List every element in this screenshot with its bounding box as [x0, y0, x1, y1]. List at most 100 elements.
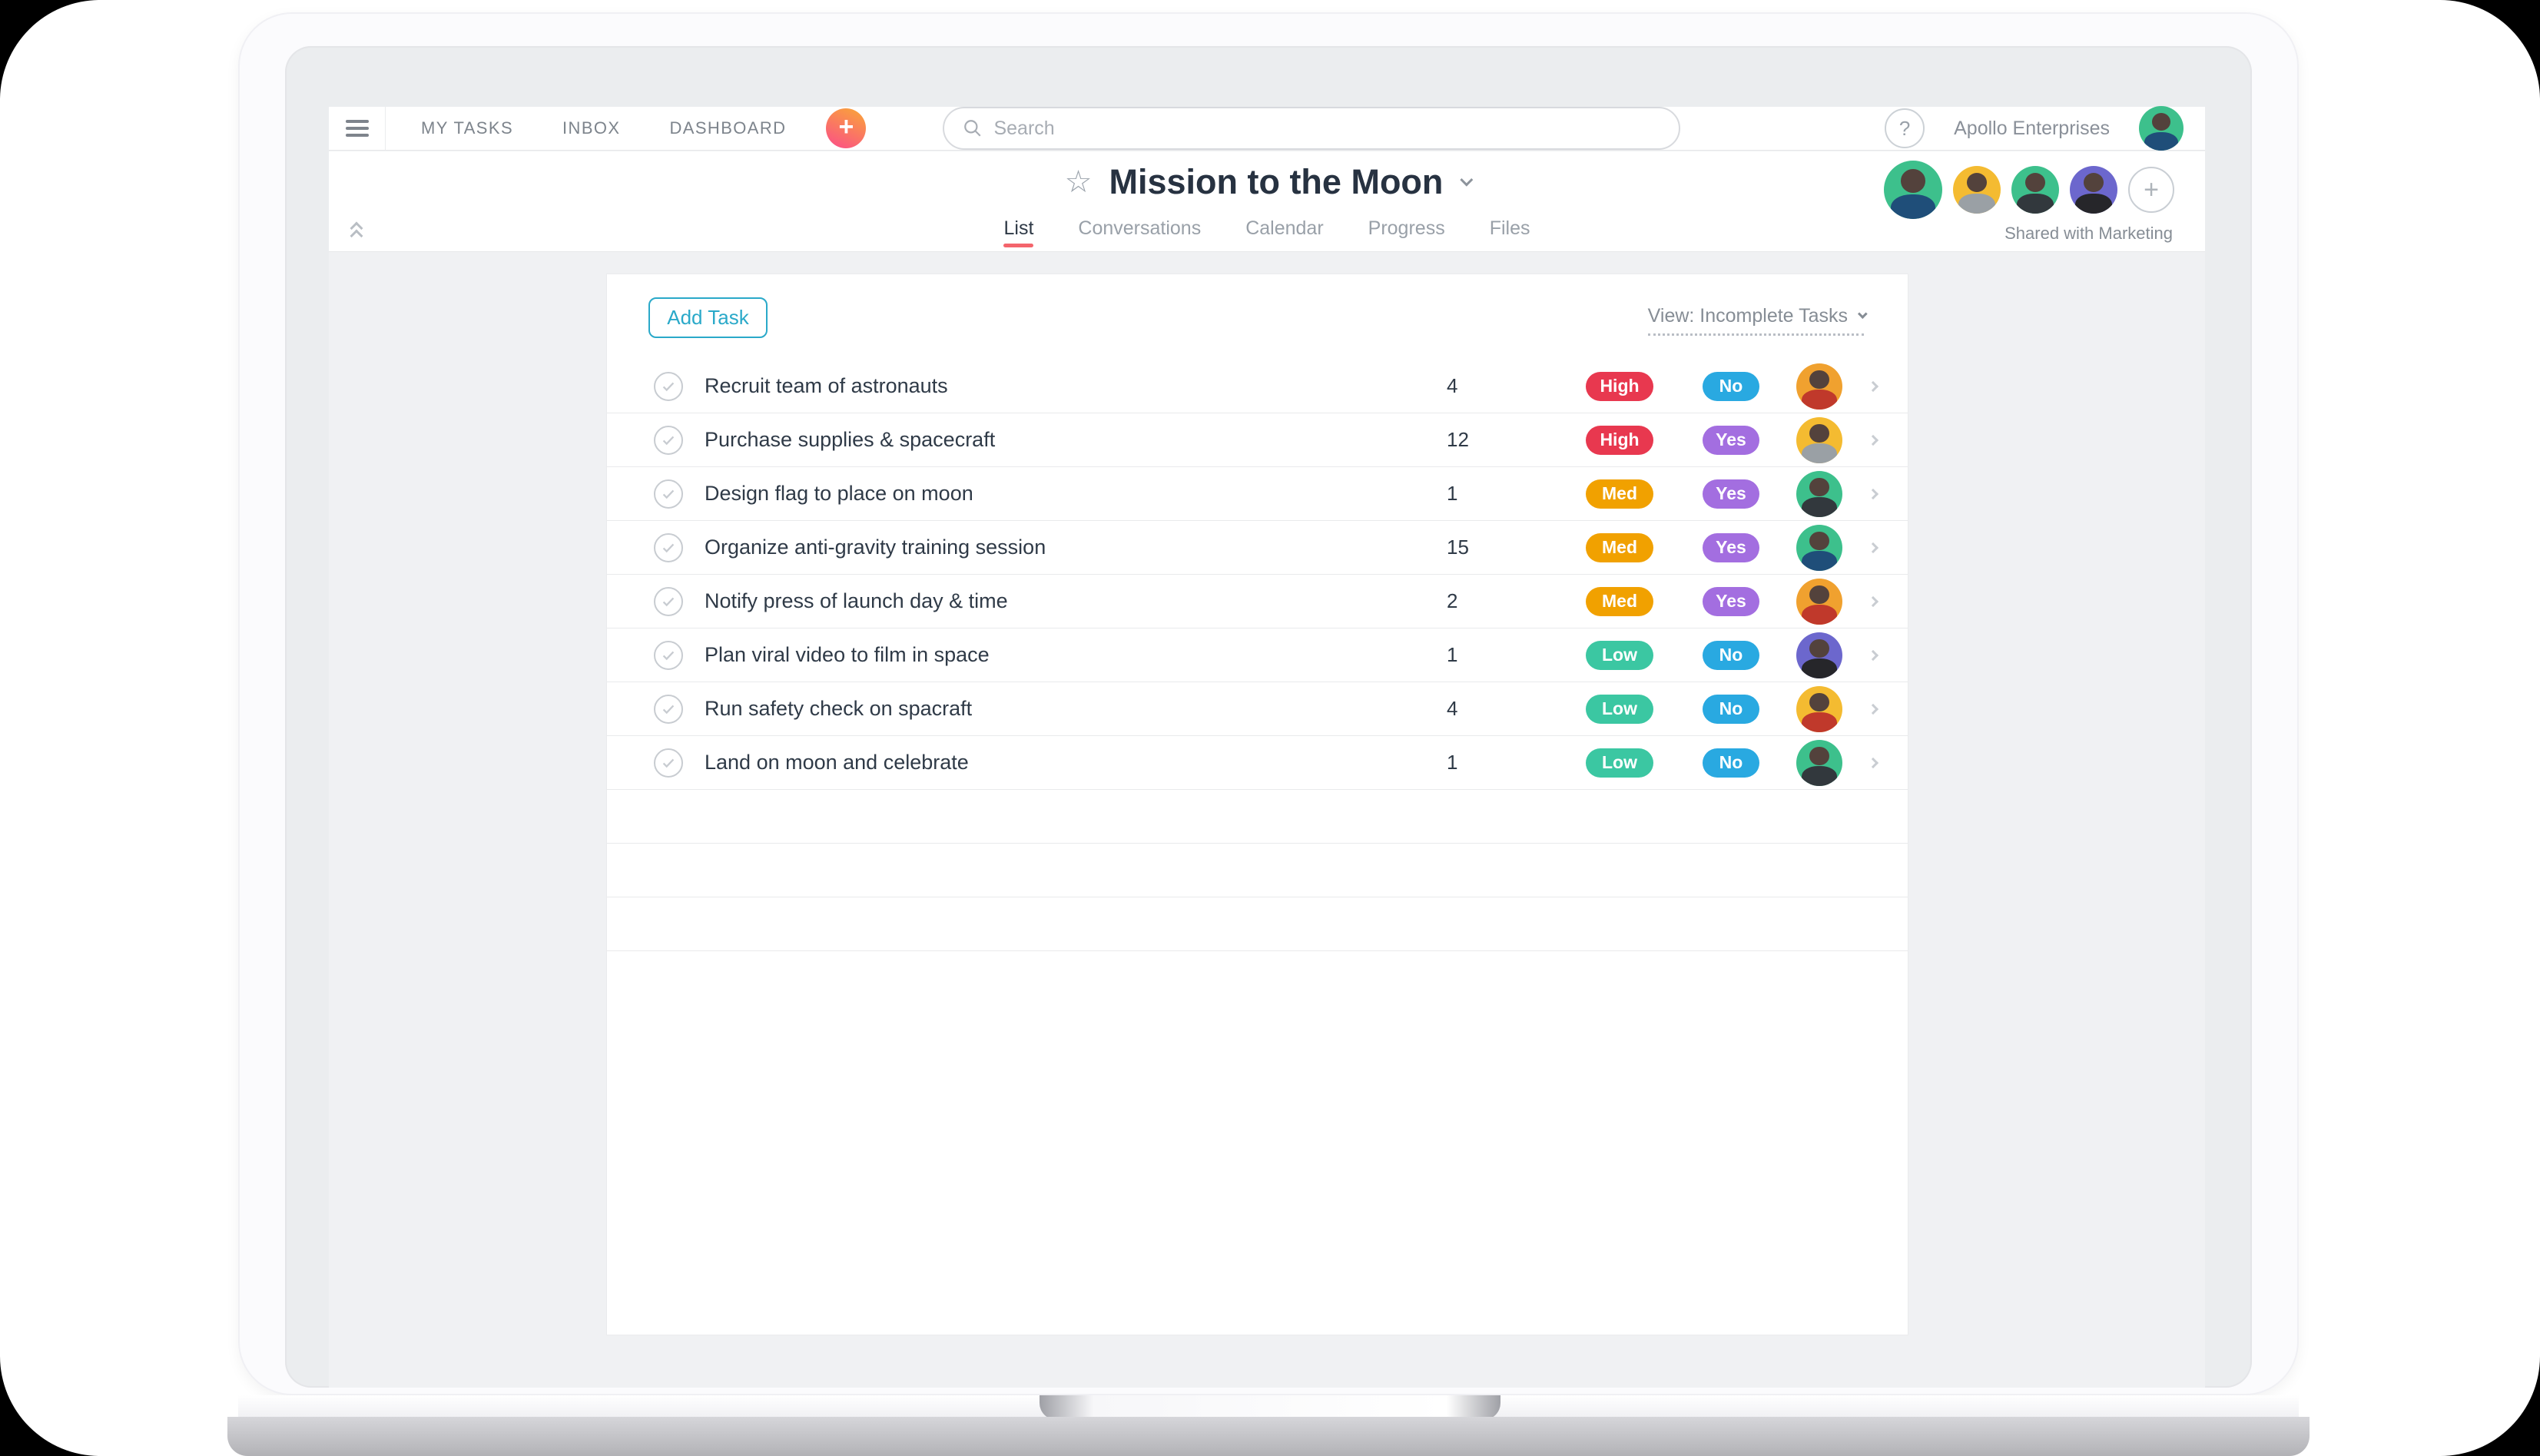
task-name[interactable]: Recruit team of astronauts — [705, 374, 948, 397]
priority-badge[interactable]: Med — [1586, 586, 1653, 616]
row-chevron-icon[interactable] — [1854, 649, 1879, 661]
approved-badge[interactable]: No — [1703, 748, 1759, 778]
approved-badge[interactable]: Yes — [1703, 532, 1759, 562]
check-icon — [662, 705, 675, 714]
assignee-avatar[interactable] — [1796, 685, 1842, 732]
row-chevron-icon[interactable] — [1854, 595, 1879, 607]
tab-list[interactable]: List — [1003, 213, 1033, 252]
complete-checkbox[interactable] — [654, 425, 683, 455]
collapse-header-icon[interactable] — [346, 221, 369, 243]
assignee-avatar[interactable] — [1796, 470, 1842, 517]
check-icon — [662, 651, 675, 660]
approved-badge[interactable]: Yes — [1703, 479, 1759, 509]
task-row[interactable]: Recruit team of astronauts 4 High No — [607, 360, 1908, 413]
priority-badge[interactable]: Med — [1586, 532, 1653, 562]
task-row[interactable]: Run safety check on spacraft 4 Low No — [607, 682, 1908, 736]
top-nav: MY TASKS INBOX DASHBOARD + Search ? Apol… — [329, 106, 2205, 151]
row-chevron-icon[interactable] — [1854, 542, 1879, 553]
task-name[interactable]: Organize anti-gravity training session — [705, 536, 1046, 559]
member-avatar[interactable] — [1884, 161, 1942, 219]
approved-badge[interactable]: No — [1703, 694, 1759, 724]
tab-progress[interactable]: Progress — [1368, 217, 1445, 239]
priority-badge[interactable]: Low — [1586, 748, 1653, 778]
task-row[interactable]: Land on moon and celebrate 1 Low No — [607, 736, 1908, 790]
priority-badge[interactable]: Med — [1586, 479, 1653, 509]
nav-item-inbox[interactable]: INBOX — [562, 118, 621, 138]
priority-badge[interactable]: High — [1586, 371, 1653, 401]
star-icon[interactable]: ☆ — [1064, 165, 1093, 199]
task-count: 12 — [1447, 428, 1469, 451]
project-header: ☆ Mission to the Moon List Conversations C… — [329, 151, 2205, 252]
task-name[interactable]: Run safety check on spacraft — [705, 697, 973, 720]
member-avatar[interactable] — [1953, 166, 2001, 214]
nav-item-dashboard[interactable]: DASHBOARD — [669, 118, 787, 138]
task-row[interactable]: Notify press of launch day & time 2 Med … — [607, 575, 1908, 629]
priority-badge[interactable]: Low — [1586, 694, 1653, 724]
tab-calendar[interactable]: Calendar — [1245, 217, 1324, 239]
tab-conversations[interactable]: Conversations — [1078, 217, 1202, 239]
row-chevron-icon[interactable] — [1854, 434, 1879, 446]
assignee-avatar[interactable] — [1796, 739, 1842, 786]
complete-checkbox[interactable] — [654, 748, 683, 778]
nav-item-my-tasks[interactable]: MY TASKS — [421, 118, 514, 138]
task-name[interactable]: Plan viral video to film in space — [705, 643, 990, 666]
empty-task-row — [607, 844, 1908, 897]
project-menu-chevron-icon[interactable] — [1460, 173, 1474, 187]
task-name[interactable]: Design flag to place on moon — [705, 482, 973, 505]
search-icon — [964, 120, 981, 137]
task-count: 1 — [1447, 482, 1458, 505]
complete-checkbox[interactable] — [654, 640, 683, 670]
row-chevron-icon[interactable] — [1854, 703, 1879, 715]
assignee-avatar[interactable] — [1796, 524, 1842, 571]
task-count: 1 — [1447, 751, 1458, 774]
task-name[interactable]: Purchase supplies & spacecraft — [705, 428, 996, 451]
check-icon — [662, 543, 675, 552]
task-row[interactable]: Organize anti-gravity training session 1… — [607, 521, 1908, 575]
approved-badge[interactable]: No — [1703, 371, 1759, 401]
assignee-avatar[interactable] — [1796, 632, 1842, 678]
complete-checkbox[interactable] — [654, 371, 683, 401]
tab-files[interactable]: Files — [1489, 217, 1530, 239]
view-filter-label: View: Incomplete Tasks — [1647, 305, 1848, 327]
app-window: MY TASKS INBOX DASHBOARD + Search ? Apol… — [329, 106, 2205, 1388]
task-count: 4 — [1447, 697, 1458, 720]
member-avatar[interactable] — [2070, 166, 2117, 214]
task-row[interactable]: Purchase supplies & spacecraft 12 High Y… — [607, 413, 1908, 467]
view-filter-dropdown[interactable]: View: Incomplete Tasks — [1647, 305, 1868, 336]
complete-checkbox[interactable] — [654, 586, 683, 616]
user-avatar[interactable] — [2139, 106, 2184, 151]
priority-badge[interactable]: Low — [1586, 640, 1653, 670]
task-panel: Add Task View: Incomplete Tasks Recruit … — [606, 274, 1908, 1335]
assignee-avatar[interactable] — [1796, 363, 1842, 410]
create-task-button[interactable]: + — [826, 108, 867, 148]
org-name[interactable]: Apollo Enterprises — [1954, 117, 2110, 139]
task-name[interactable]: Land on moon and celebrate — [705, 751, 969, 774]
check-icon — [662, 489, 675, 499]
assignee-avatar[interactable] — [1796, 578, 1842, 625]
add-member-button[interactable]: + — [2128, 167, 2174, 213]
row-chevron-icon[interactable] — [1854, 488, 1879, 499]
task-count: 15 — [1447, 536, 1469, 559]
complete-checkbox[interactable] — [654, 479, 683, 509]
complete-checkbox[interactable] — [654, 694, 683, 724]
row-chevron-icon[interactable] — [1854, 380, 1879, 392]
task-name[interactable]: Notify press of launch day & time — [705, 589, 1008, 612]
task-row[interactable]: Design flag to place on moon 1 Med Yes — [607, 467, 1908, 521]
help-button[interactable]: ? — [1885, 108, 1925, 148]
sidebar-toggle-button[interactable] — [329, 107, 386, 150]
nav-right: ? Apollo Enterprises — [1885, 106, 2205, 151]
laptop-notch — [1040, 1395, 1500, 1420]
complete-checkbox[interactable] — [654, 532, 683, 562]
search-input[interactable]: Search — [943, 107, 1681, 150]
check-icon — [662, 382, 675, 391]
task-row[interactable]: Plan viral video to film in space 1 Low … — [607, 629, 1908, 682]
approved-badge[interactable]: Yes — [1703, 425, 1759, 455]
approved-badge[interactable]: Yes — [1703, 586, 1759, 616]
assignee-avatar[interactable] — [1796, 416, 1842, 463]
member-avatar[interactable] — [2011, 166, 2059, 214]
add-task-button[interactable]: Add Task — [648, 297, 768, 338]
approved-badge[interactable]: No — [1703, 640, 1759, 670]
priority-badge[interactable]: High — [1586, 425, 1653, 455]
row-chevron-icon[interactable] — [1854, 757, 1879, 768]
check-icon — [662, 758, 675, 768]
